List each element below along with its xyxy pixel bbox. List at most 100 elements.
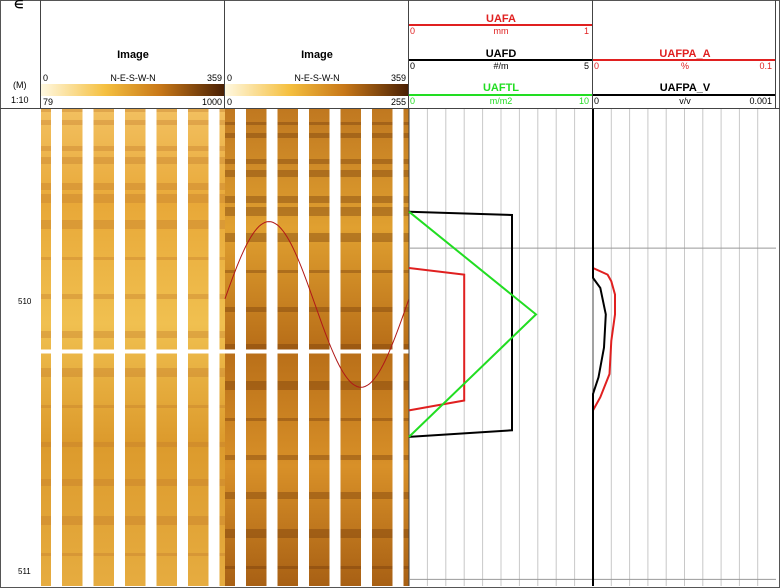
- uafpa-v-unit: v/v: [679, 96, 691, 106]
- image-track-1-pad-gap: [145, 109, 157, 586]
- uafa-min: 0: [410, 26, 416, 36]
- image-track-1-band: [41, 157, 225, 164]
- uaftl-unit: m/m2: [489, 96, 513, 106]
- image-track-2-band: [225, 233, 409, 242]
- uaftl-name: UAFTL: [482, 82, 520, 94]
- uaftl-min: 0: [410, 96, 416, 106]
- image-track-1-band: [41, 194, 225, 203]
- image-track-2-pad-gap: [329, 109, 341, 586]
- image-track-1-pad-gap: [177, 109, 188, 586]
- uafa-name: UAFA: [486, 13, 516, 25]
- depth-marker: ∈: [14, 0, 24, 11]
- uaftl-scale-line: [409, 94, 592, 96]
- image-track-2-color-scale: [225, 84, 408, 96]
- image-track-1-axis-min: 0: [43, 73, 49, 83]
- uafpa-a-unit: %: [680, 61, 690, 71]
- depth-scale: 1:10: [11, 95, 29, 105]
- series-uaftl: [408, 210, 538, 438]
- image-track-2-band: [225, 418, 409, 421]
- curve-series: [408, 109, 616, 586]
- uafd-min: 0: [410, 61, 416, 71]
- image-track-2-band: [225, 492, 409, 499]
- uafd-unit: #/m: [493, 61, 509, 71]
- uafpa-v-max: 0.001: [749, 96, 772, 106]
- header-divider: [0, 108, 780, 109]
- image-track-2-band: [225, 529, 409, 538]
- image-track-1-band: [41, 294, 225, 299]
- image-track-2-band: [225, 122, 409, 125]
- uaftl-max: 10: [578, 96, 589, 106]
- image-track-1-pad-gap: [82, 109, 94, 586]
- image-track-1-axis-max: 359: [206, 73, 222, 83]
- image-track-1-band: [41, 479, 225, 486]
- depth-unit: (M): [13, 80, 27, 90]
- image-track-2-band: [225, 381, 409, 390]
- image-track-1-band: [41, 109, 225, 112]
- uafpa-a-max: 0.1: [759, 61, 772, 71]
- image-track-1-band: [41, 442, 225, 447]
- uafd-scale-line: [409, 59, 592, 61]
- image-track-2-band: [225, 270, 409, 273]
- image-track-1-band: [41, 368, 225, 377]
- image-track-1-band: [41, 183, 225, 190]
- image-track-2-band: [225, 455, 409, 460]
- image-track-2-band: [225, 159, 409, 164]
- curve-track-1-header: UAFA mm 0 1 UAFD #/m 0 5 UAFTL m/m2 0 10: [409, 0, 593, 108]
- image-track-2-pad-gap: [235, 109, 246, 586]
- image-track-2-title: Image: [301, 49, 333, 61]
- image-track-2-band: [225, 133, 409, 138]
- image-track-2-texture: [225, 109, 409, 586]
- image-track-1-band: [41, 146, 225, 151]
- uafa-scale-line: [409, 24, 592, 26]
- uafpa-v-min: 0: [594, 96, 600, 106]
- image-track-1-scale-max: 1000: [201, 97, 222, 107]
- uafa-unit: mm: [493, 26, 509, 36]
- depth-header: ∈ (M) 1:10: [0, 0, 41, 108]
- depth-tick-510: 510: [18, 297, 32, 306]
- image-track-1-color-scale: [41, 84, 224, 96]
- image-track-1-gap: [41, 349, 225, 354]
- image-track-1-texture: [41, 109, 225, 586]
- depth-tick-511: 511: [18, 567, 31, 576]
- series-uafpa-v: [592, 109, 607, 586]
- image-track-1-header: Image N-E-S-W-N 0 359 79 1000: [41, 0, 225, 108]
- series-uafd: [408, 210, 513, 438]
- image-track-2-scale-max: 255: [390, 97, 406, 107]
- image-track-2-header: Image N-E-S-W-N 0 359 0 255: [225, 0, 409, 108]
- image-track-1-pad-gap: [208, 109, 220, 586]
- image-track-1-band: [41, 553, 225, 556]
- uafpa-a-name: UAFPA_A: [659, 48, 711, 60]
- series-uafpa-a: [592, 109, 616, 411]
- uafa-max: 1: [583, 26, 589, 36]
- image-track-2-band: [225, 344, 409, 351]
- image-track-2-axis-min: 0: [227, 73, 233, 83]
- image-track-1-band: [41, 516, 225, 525]
- image-track-1-band: [41, 120, 225, 125]
- image-track-1-band: [41, 405, 225, 408]
- image-track-1-title: Image: [117, 49, 149, 61]
- image-track-2-pad-gap: [392, 109, 404, 586]
- image-track-2-band: [225, 566, 409, 569]
- image-track-2-axis-label: N-E-S-W-N: [294, 73, 340, 83]
- uafpa-a-scale-line: [593, 59, 775, 61]
- image-track-1-scale-min: 79: [43, 97, 54, 107]
- sinusoid-trace: [224, 221, 410, 388]
- borehole-images: [41, 109, 410, 586]
- uafd-name: UAFD: [485, 48, 517, 60]
- uafpa-a-min: 0: [594, 61, 600, 71]
- image-track-2-axis-max: 359: [390, 73, 406, 83]
- image-track-1-pad-gap: [51, 109, 62, 586]
- image-track-2-pad-gap: [266, 109, 278, 586]
- image-track-2-band: [225, 207, 409, 216]
- image-track-1-band: [41, 220, 225, 229]
- image-track-2-pad-gap: [361, 109, 372, 586]
- series-uafa: [408, 267, 466, 412]
- uafpa-v-name: UAFPA_V: [659, 82, 711, 94]
- image-track-1-band: [41, 331, 225, 338]
- image-track-2-scale-min: 0: [227, 97, 233, 107]
- image-track-2-pad-gap: [298, 109, 309, 586]
- uafd-max: 5: [583, 61, 589, 71]
- curve-track-2-header: UAFPA_A % 0 0.1 UAFPA_V v/v 0 0.001: [593, 0, 776, 108]
- image-track-1-band: [41, 257, 225, 260]
